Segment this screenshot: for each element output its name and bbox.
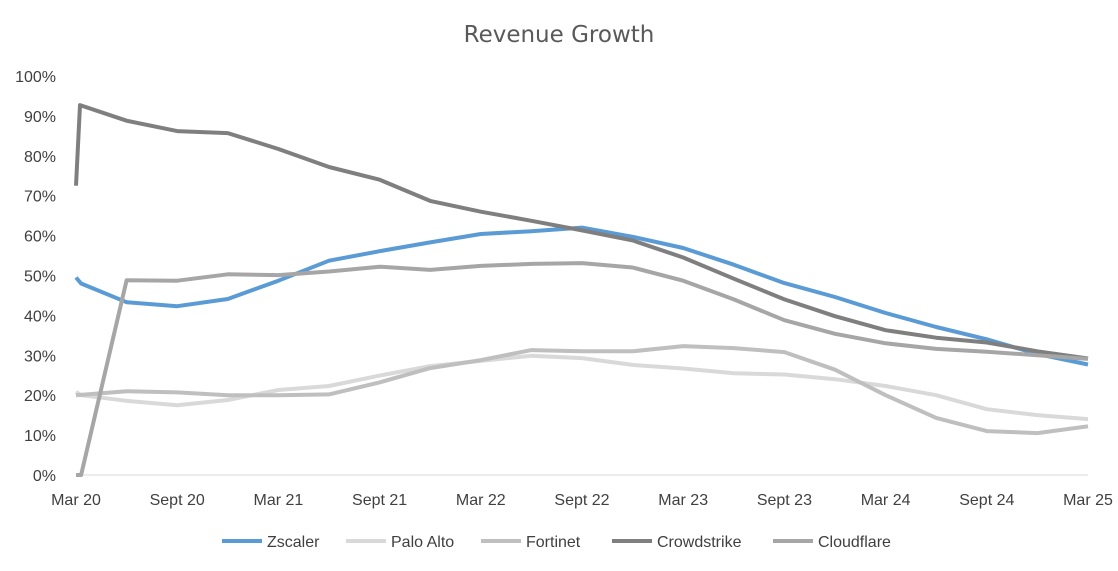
series-line-palo-alto	[74, 353, 1089, 422]
y-tick-label: 0%	[33, 468, 56, 485]
x-tick-label: Mar 25	[1063, 492, 1113, 509]
y-tick-label: 90%	[24, 109, 56, 126]
x-tick-label: Sept 21	[352, 492, 407, 509]
x-tick-label: Mar 22	[456, 492, 506, 509]
x-tick-label: Sept 23	[757, 492, 812, 509]
y-tick-label: 40%	[24, 308, 56, 325]
y-tick-label: 70%	[24, 189, 56, 206]
y-tick-label: 100%	[15, 69, 56, 86]
y-axis-ticks: 0% 10% 20% 30% 40% 50% 60% 70% 80% 90% 100%	[15, 69, 56, 485]
legend-label-palo-alto: Palo Alto	[391, 534, 454, 551]
x-tick-label: Mar 21	[254, 492, 304, 509]
x-tick-label: Sept 24	[959, 492, 1014, 509]
legend-label-fortinet: Fortinet	[526, 534, 581, 551]
y-tick-label: 50%	[24, 269, 56, 286]
legend-label-crowdstrike: Crowdstrike	[657, 534, 742, 551]
legend-label-cloudflare: Cloudflare	[818, 534, 891, 551]
legend-label-zscaler: Zscaler	[267, 534, 320, 551]
x-tick-label: Mar 20	[51, 492, 101, 509]
x-axis-ticks: Mar 20 Sept 20 Mar 21 Sept 21 Mar 22 Sept 22 M…	[51, 492, 1113, 509]
series-lines	[74, 103, 1089, 477]
x-tick-label: Mar 24	[861, 492, 911, 509]
x-tick-label: Mar 23	[658, 492, 708, 509]
x-tick-label: Sept 20	[150, 492, 205, 509]
series-line-crowdstrike	[74, 103, 1089, 361]
y-tick-label: 60%	[24, 229, 56, 246]
y-tick-label: 80%	[24, 149, 56, 166]
x-tick-label: Sept 22	[554, 492, 609, 509]
y-tick-label: 30%	[24, 348, 56, 365]
series-line-zscaler	[74, 225, 1089, 367]
legend: Zscaler Palo Alto Fortinet Crowdstrike Cloud…	[222, 534, 891, 551]
series-line-fortinet	[75, 344, 1089, 436]
y-tick-label: 10%	[24, 428, 56, 445]
y-tick-label: 20%	[24, 388, 56, 405]
chart-title: Revenue Growth	[464, 22, 655, 48]
series-line-cloudflare	[76, 261, 1089, 477]
